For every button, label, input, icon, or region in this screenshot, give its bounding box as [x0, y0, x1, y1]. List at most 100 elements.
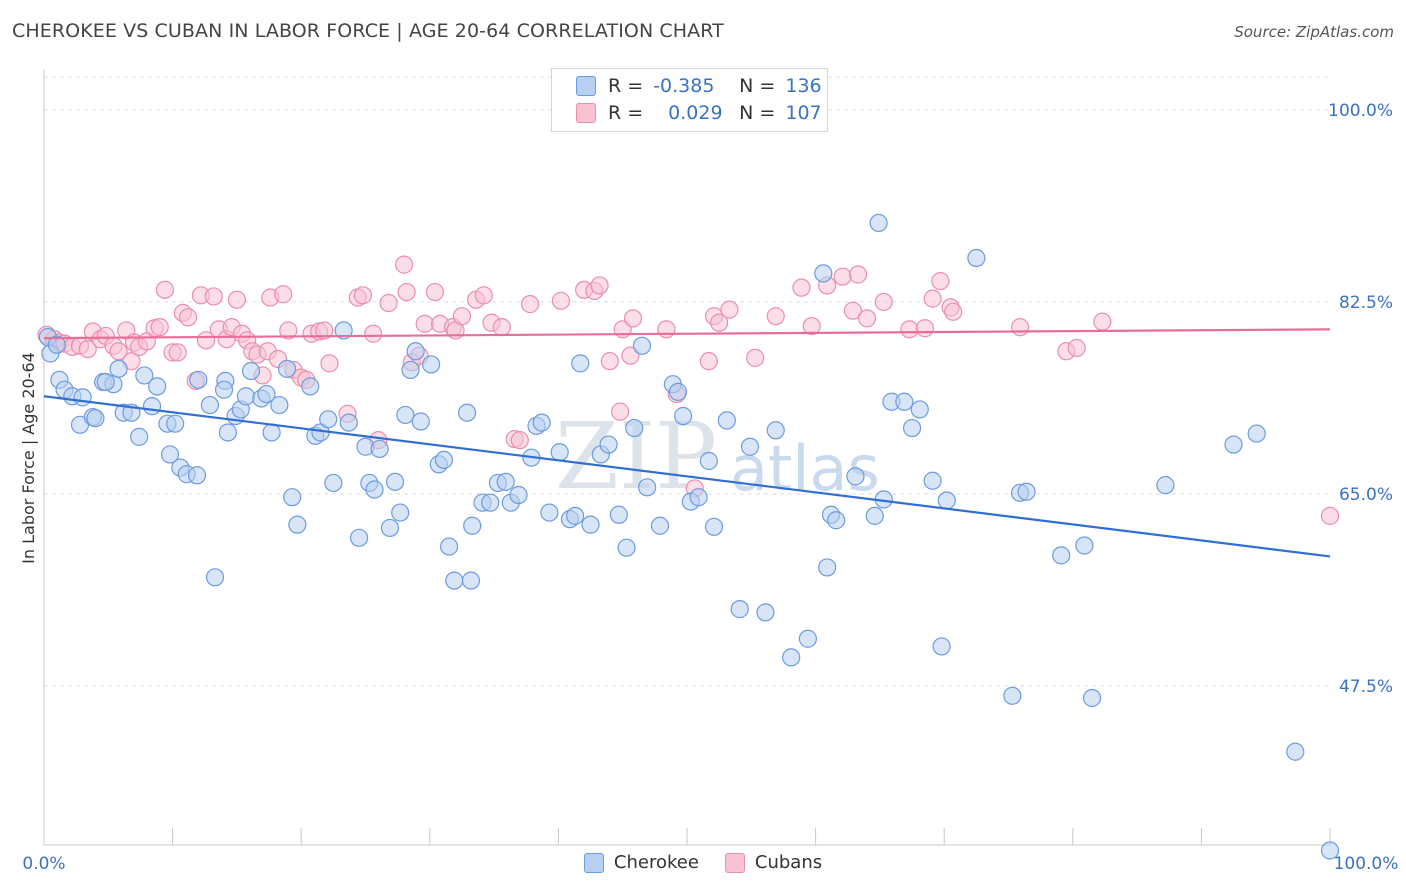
cubans-points	[37, 255, 1340, 525]
cherokee-point	[846, 467, 865, 486]
cherokee-point	[566, 506, 585, 525]
cherokee-trend-line	[43, 395, 1331, 558]
n-value: 136	[785, 75, 822, 97]
cherokee-point	[827, 511, 846, 530]
cherokee-swatch	[576, 76, 596, 96]
cubans-point	[843, 301, 862, 320]
cubans-point	[915, 319, 935, 338]
cherokee-point	[396, 405, 415, 425]
cherokee-point	[109, 359, 128, 378]
cubans-legend-swatch	[724, 852, 745, 873]
legend-label-cherokee: Cherokee	[613, 852, 699, 873]
cherokee-point	[370, 439, 389, 459]
cherokee-point	[571, 354, 590, 373]
cherokee-point	[187, 466, 207, 485]
x-tick-label-min: 0.0%	[22, 854, 65, 874]
cubans-point	[874, 292, 893, 312]
cubans-point	[227, 290, 246, 309]
y-tick-label: 82.5%	[1339, 293, 1393, 313]
cubans-point	[710, 313, 729, 332]
cubans-point	[204, 287, 223, 306]
cherokee-point	[1156, 476, 1175, 495]
cherokee-point	[148, 377, 167, 396]
cherokee-point	[461, 571, 481, 590]
cubans-point	[415, 314, 434, 333]
cherokee-point	[1052, 546, 1071, 565]
cherokee-point	[262, 423, 281, 442]
cherokee-point	[814, 264, 833, 283]
y-tick-label: 100.0%	[1328, 101, 1393, 121]
cubans-point	[521, 295, 540, 314]
y-axis-title: In Labor Force | Age 20-64	[19, 352, 38, 564]
cherokee-point	[674, 406, 693, 426]
n-label: N =	[739, 75, 776, 97]
cherokee-point	[932, 637, 951, 656]
cubans-point	[379, 293, 398, 313]
cherokee-point	[818, 558, 837, 577]
cherokee-point	[401, 360, 420, 380]
cubans-point	[621, 346, 640, 365]
cherokee-point	[277, 359, 297, 378]
cherokee-point	[481, 493, 500, 512]
cherokee-point	[617, 538, 636, 557]
cherokee-point	[391, 503, 410, 522]
cherokee-point	[1286, 742, 1305, 761]
trend-lines	[43, 328, 1331, 558]
cherokee-point	[895, 392, 914, 411]
cubans-point	[353, 286, 373, 305]
r-value: -0.385	[653, 75, 715, 97]
cubans-point	[699, 352, 718, 371]
cherokee-point	[463, 516, 482, 535]
cubans-point	[474, 286, 493, 305]
cherokee-point	[625, 418, 644, 438]
cherokee-legend-swatch	[583, 852, 604, 873]
cherokee-point	[257, 384, 276, 404]
cherokee-point	[532, 413, 551, 432]
cherokee-point	[632, 336, 652, 355]
cubans-point	[1320, 506, 1340, 525]
cherokee-point	[319, 410, 338, 429]
cubans-point	[1067, 338, 1086, 358]
cubans-point	[452, 307, 472, 326]
cherokee-point	[609, 505, 628, 524]
cherokee-point	[740, 437, 760, 456]
cherokee-point	[496, 472, 515, 491]
cherokee-point	[142, 397, 162, 416]
cherokee-point	[406, 342, 425, 361]
legend-item-cubans: Cubans	[724, 852, 823, 873]
cherokee-point	[135, 366, 154, 385]
cubans-point	[279, 321, 298, 340]
cherokee-point	[689, 488, 708, 507]
cherokee-point	[205, 568, 225, 587]
r-label: R =	[608, 102, 644, 124]
cherokee-point	[581, 515, 600, 534]
cubans-point	[857, 309, 877, 328]
cherokee-point	[380, 518, 400, 538]
r-label: R =	[608, 75, 644, 97]
cubans-point	[425, 282, 445, 302]
cherokee-point	[756, 603, 775, 622]
cubans-point	[923, 289, 942, 308]
cubans-point	[364, 324, 383, 343]
cherokee-point	[214, 380, 234, 399]
cherokee-point	[339, 413, 358, 432]
n-value: 107	[785, 102, 822, 124]
series-legend: Cherokee Cubans	[0, 852, 1406, 873]
cherokee-point	[445, 571, 464, 590]
cherokee-point	[668, 382, 688, 401]
cherokee-point	[86, 409, 105, 428]
cherokee-point	[730, 600, 749, 619]
cherokee-point	[937, 491, 956, 510]
cherokee-point	[241, 361, 261, 381]
cherokee-point	[434, 450, 454, 470]
cubans-point	[766, 307, 785, 326]
legend-label-cubans: Cubans	[754, 852, 823, 873]
cherokee-point	[421, 355, 441, 374]
cubans-point	[320, 354, 339, 373]
cherokee-point	[385, 472, 405, 491]
legend-row-cherokee: R = -0.385 N = 136	[576, 73, 822, 99]
cubans-point	[611, 402, 630, 421]
cherokee-point	[704, 517, 724, 536]
cubans-point	[848, 265, 868, 284]
